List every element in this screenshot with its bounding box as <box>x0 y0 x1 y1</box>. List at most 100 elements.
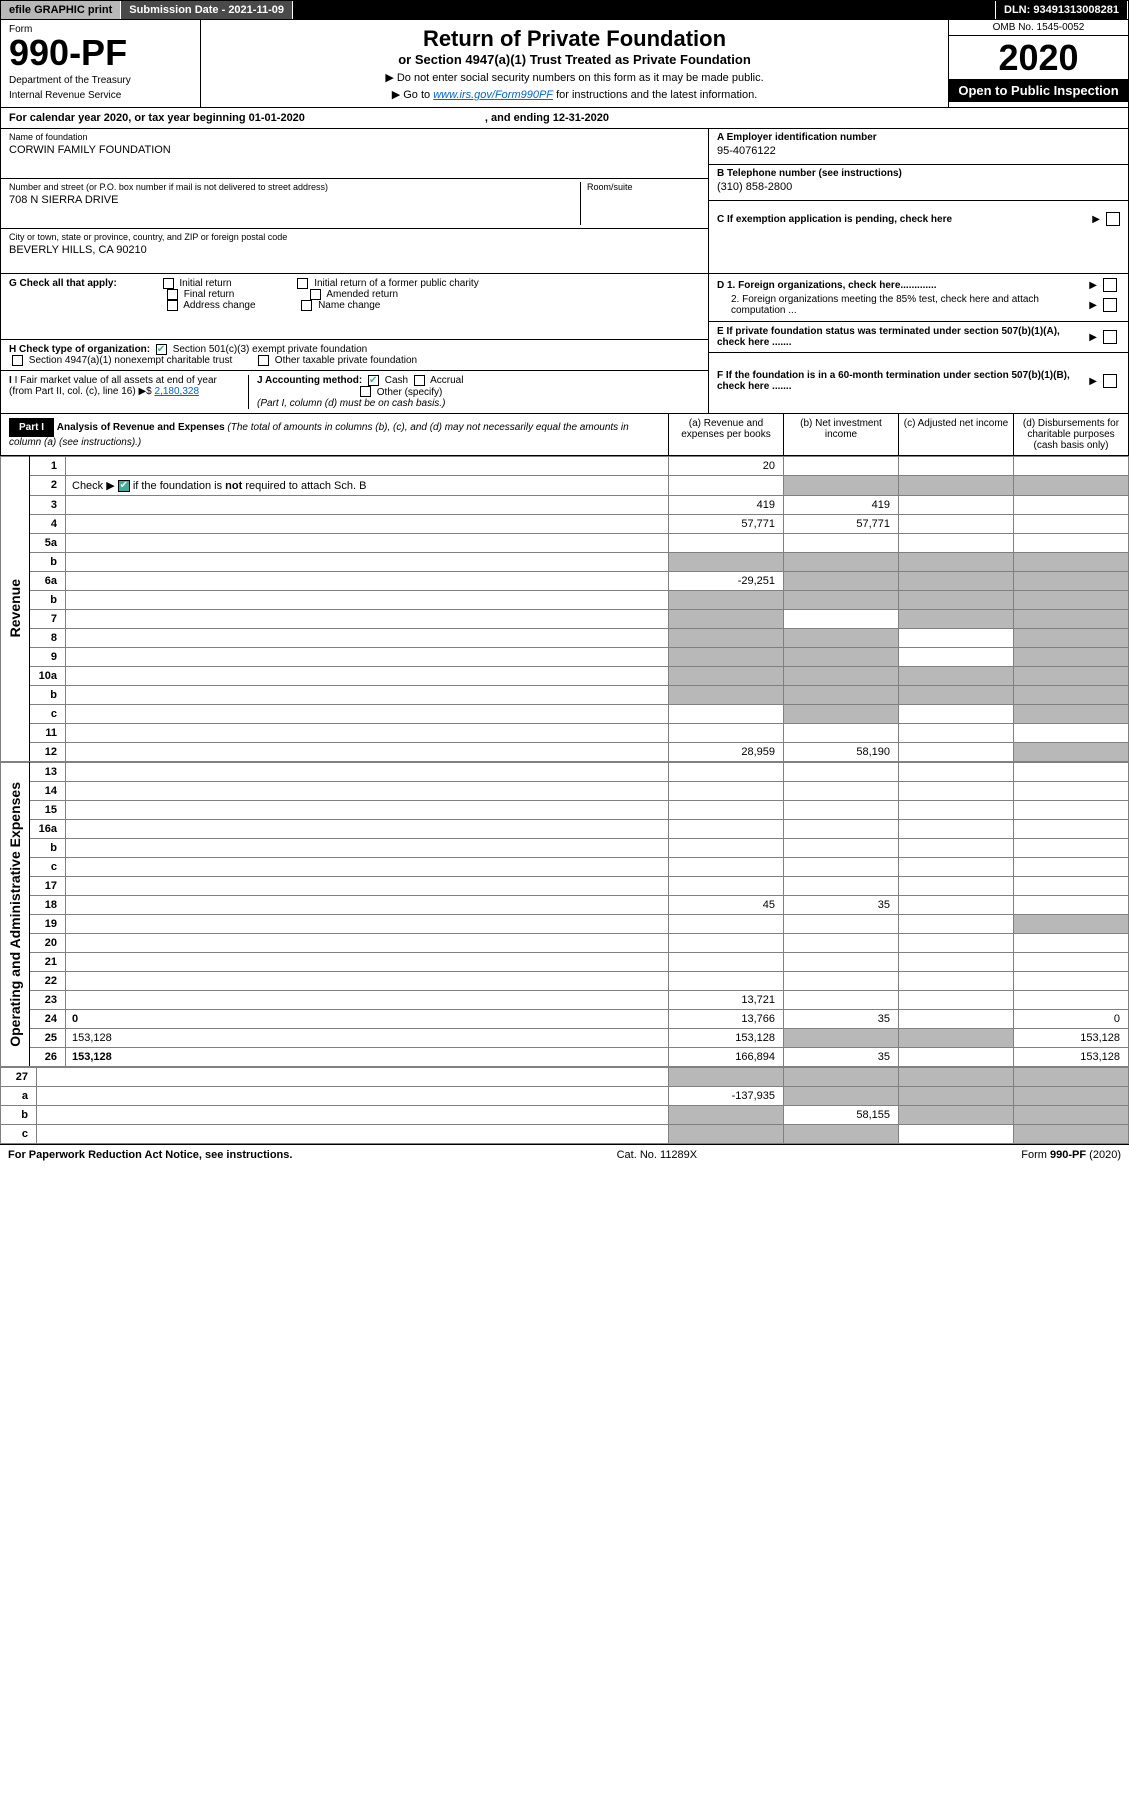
g-address-change[interactable] <box>167 300 178 311</box>
top-bar: efile GRAPHIC print Submission Date - 20… <box>0 0 1129 20</box>
cell-a <box>669 647 784 666</box>
cell-a: 166,894 <box>669 1047 784 1066</box>
row-num: c <box>1 1124 37 1143</box>
expenses-table: Operating and Administrative Expenses131… <box>0 762 1129 1067</box>
row-num: 3 <box>30 495 66 514</box>
efile-label[interactable]: efile GRAPHIC print <box>1 1 121 19</box>
col-c-header: (c) Adjusted net income <box>898 414 1013 455</box>
cell-c <box>899 1009 1014 1028</box>
tax-year: 2020 <box>949 36 1128 79</box>
open-to-public: Open to Public Inspection <box>949 79 1128 102</box>
cell-b <box>784 971 899 990</box>
row-num: 21 <box>30 952 66 971</box>
cell-d <box>1014 666 1129 685</box>
irs-link[interactable]: www.irs.gov/Form990PF <box>433 89 553 101</box>
g-initial-return[interactable] <box>163 278 174 289</box>
cell-b <box>784 1067 899 1086</box>
cell-d <box>1014 838 1129 857</box>
cell-b <box>784 647 899 666</box>
cell-b: 58,190 <box>784 742 899 761</box>
e-checkbox[interactable] <box>1103 330 1117 344</box>
cell-c <box>899 819 1014 838</box>
h-label: H Check type of organization: <box>9 344 150 355</box>
row-num: 14 <box>30 781 66 800</box>
cell-b <box>784 475 899 495</box>
cell-d <box>1014 647 1129 666</box>
cell-a <box>669 857 784 876</box>
part1-label: Part I <box>9 418 54 437</box>
j-note: (Part I, column (d) must be on cash basi… <box>257 398 445 409</box>
row-desc <box>37 1067 669 1086</box>
cell-d <box>1014 475 1129 495</box>
g-amended[interactable] <box>310 289 321 300</box>
row-desc <box>66 609 669 628</box>
row-num: 2 <box>30 475 66 495</box>
c-checkbox[interactable] <box>1106 212 1120 226</box>
row-num: 7 <box>30 609 66 628</box>
cell-b: 58,155 <box>784 1105 899 1124</box>
side-label: Revenue <box>7 579 23 637</box>
row-desc <box>66 914 669 933</box>
cell-d <box>1014 723 1129 742</box>
d1-checkbox[interactable] <box>1103 278 1117 292</box>
g-initial-former[interactable] <box>297 278 308 289</box>
d2-checkbox[interactable] <box>1103 298 1117 312</box>
d2-label: 2. Foreign organizations meeting the 85%… <box>717 294 1089 316</box>
cell-d <box>1014 933 1129 952</box>
cell-a <box>669 1067 784 1086</box>
cell-b <box>784 571 899 590</box>
cell-c <box>899 800 1014 819</box>
e-label: E If private foundation status was termi… <box>717 326 1089 348</box>
cell-c <box>899 628 1014 647</box>
f-checkbox[interactable] <box>1103 374 1117 388</box>
row-num: b <box>30 838 66 857</box>
row-desc <box>66 628 669 647</box>
row-desc <box>66 685 669 704</box>
cell-d <box>1014 1067 1129 1086</box>
cell-d: 0 <box>1014 1009 1129 1028</box>
cell-a <box>669 685 784 704</box>
h-4947[interactable] <box>12 355 23 366</box>
cell-c <box>899 857 1014 876</box>
row-num: 16a <box>30 819 66 838</box>
row-num: 6a <box>30 571 66 590</box>
cell-a <box>669 876 784 895</box>
cell-a <box>669 628 784 647</box>
sch-b-check[interactable] <box>118 480 130 492</box>
cell-b <box>784 857 899 876</box>
row-desc <box>66 590 669 609</box>
cell-c <box>899 647 1014 666</box>
g-final-return[interactable] <box>167 289 178 300</box>
city-label: City or town, state or province, country… <box>9 232 700 242</box>
row-num: 12 <box>30 742 66 761</box>
row-num: 5a <box>30 533 66 552</box>
cell-b: 35 <box>784 1047 899 1066</box>
cell-c <box>899 723 1014 742</box>
j-accrual[interactable] <box>414 375 425 386</box>
cell-a <box>669 838 784 857</box>
cell-c <box>899 609 1014 628</box>
col-b-header: (b) Net investment income <box>783 414 898 455</box>
j-other[interactable] <box>360 386 371 397</box>
summary-table: 27a-137,935b58,155c <box>0 1067 1129 1144</box>
cell-c <box>899 1028 1014 1047</box>
cell-a <box>669 723 784 742</box>
cell-a <box>669 590 784 609</box>
cell-b <box>784 876 899 895</box>
cell-c <box>899 876 1014 895</box>
cell-c <box>899 914 1014 933</box>
cell-a: 13,721 <box>669 990 784 1009</box>
cell-d <box>1014 533 1129 552</box>
cell-a <box>669 762 784 781</box>
j-label: J Accounting method: <box>257 375 362 386</box>
cell-b <box>784 762 899 781</box>
h-other-taxable[interactable] <box>258 355 269 366</box>
cell-d <box>1014 876 1129 895</box>
cell-a <box>669 781 784 800</box>
row-num: 10a <box>30 666 66 685</box>
j-cash[interactable] <box>368 375 379 386</box>
cell-b <box>784 704 899 723</box>
g-name-change[interactable] <box>301 300 312 311</box>
cell-b <box>784 781 899 800</box>
h-501c3[interactable] <box>156 344 167 355</box>
